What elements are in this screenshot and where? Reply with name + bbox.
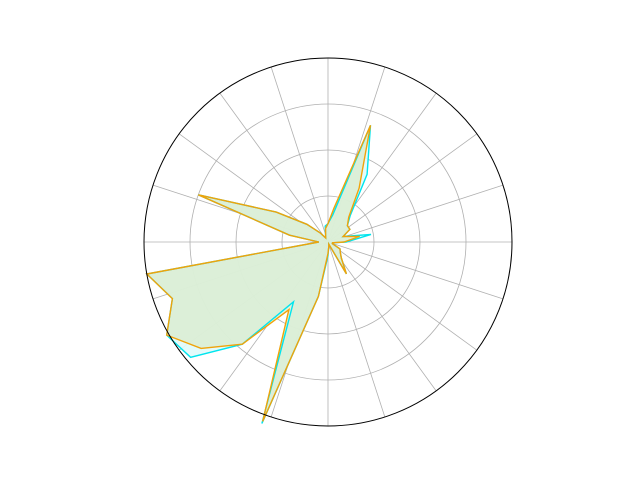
series-layer bbox=[145, 125, 372, 424]
grid-ring bbox=[281, 195, 375, 289]
polar-frame bbox=[143, 57, 513, 427]
series-area-2 bbox=[146, 125, 371, 422]
grid-ring bbox=[189, 103, 467, 381]
grid-ring bbox=[235, 149, 421, 335]
series-line-2 bbox=[145, 125, 372, 422]
